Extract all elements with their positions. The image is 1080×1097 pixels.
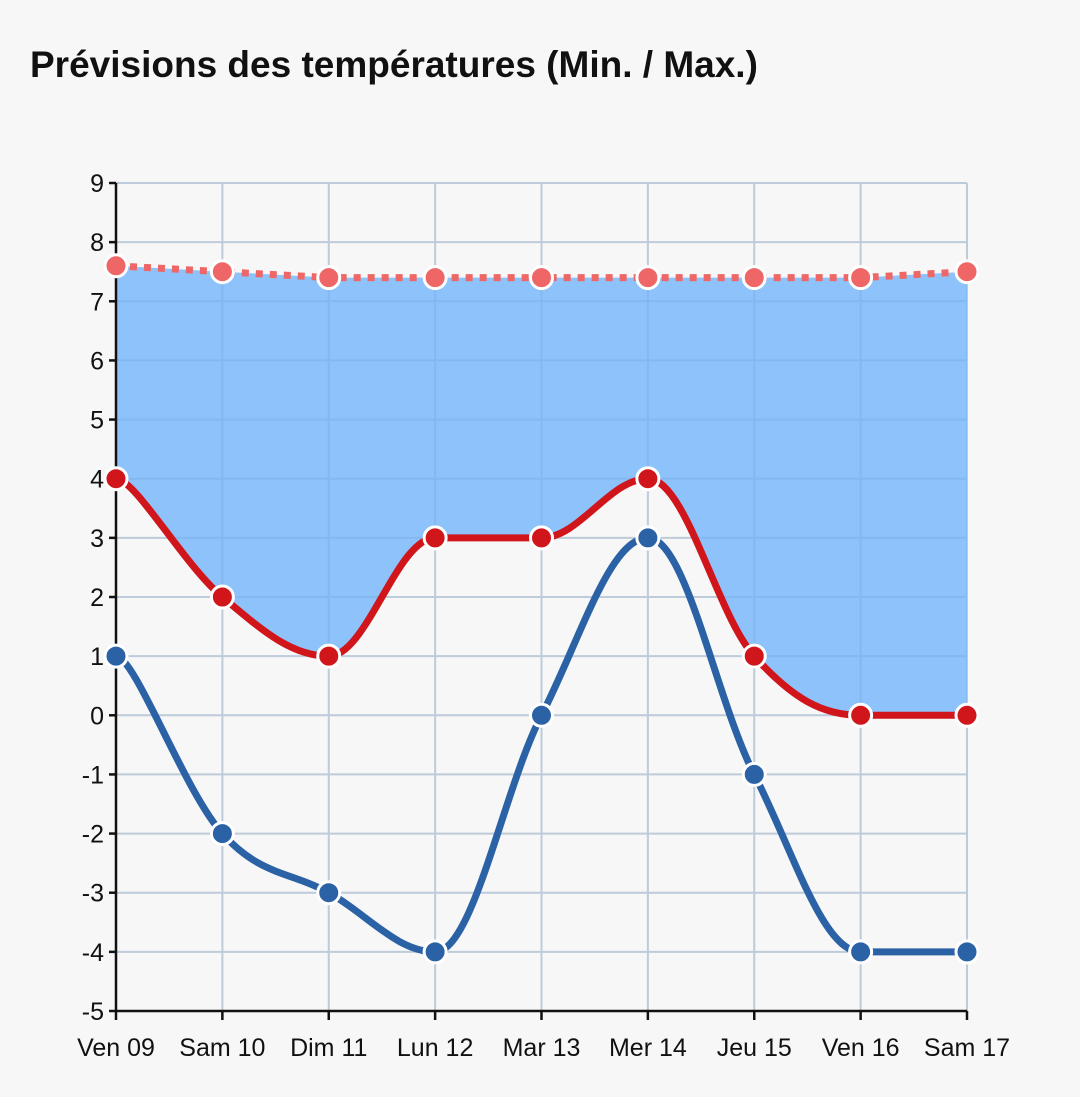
x-tick-label: Sam 17 (924, 1034, 1010, 1062)
y-tick-label: -4 (82, 939, 104, 967)
max-series-point (635, 466, 661, 492)
min-series-point (422, 939, 448, 965)
top-dotted-series-point (635, 265, 661, 291)
min-series-line (112, 534, 971, 956)
min-series-point (103, 643, 129, 669)
y-tick-label: -3 (82, 880, 104, 908)
x-tick-label: Mar 13 (503, 1034, 581, 1062)
y-tick-label: 2 (90, 584, 104, 612)
top-dotted-series-point (848, 265, 874, 291)
min-series-point (635, 525, 661, 551)
min-series-point (316, 880, 342, 906)
y-tick-label: 0 (90, 702, 104, 730)
top-dotted-series-point (316, 265, 342, 291)
chart-title: Prévisions des températures (Min. / Max.… (30, 44, 758, 85)
max-series-points (103, 466, 980, 728)
x-tick-label: Mer 14 (609, 1034, 687, 1062)
max-series-point (954, 702, 980, 728)
min-series-point (209, 821, 235, 847)
max-series-point (848, 702, 874, 728)
min-series-point (954, 939, 980, 965)
x-tick-label: Ven 16 (822, 1034, 900, 1062)
y-axis-ticks: 9 8 7 6 5 4 3 2 1 0 -1 -2 -3 -4 -5 (82, 170, 116, 1026)
x-tick-label: Dim 11 (290, 1034, 367, 1062)
x-tick-label: Jeu 15 (717, 1034, 792, 1062)
y-tick-label: -1 (82, 761, 104, 789)
y-tick-label: 1 (90, 643, 104, 671)
top-dotted-series-point (103, 253, 129, 279)
max-series-point (741, 643, 767, 669)
max-band-area (116, 265, 967, 716)
top-dotted-series-point (741, 265, 767, 291)
x-tick-label: Ven 09 (77, 1034, 155, 1062)
y-tick-label: -2 (82, 821, 104, 849)
y-tick-label: 3 (90, 525, 104, 553)
y-tick-label: 7 (90, 288, 104, 316)
top-dotted-series-point (422, 265, 448, 291)
min-series-point (529, 702, 554, 728)
max-series-point (529, 525, 554, 551)
max-series-point (103, 466, 129, 492)
top-dotted-series-point (529, 265, 554, 291)
max-series-point (209, 584, 235, 610)
min-series-point (848, 939, 874, 965)
max-series-point (422, 525, 448, 551)
x-axis-ticks: Ven 09 Sam 10 Dim 11 Lun 12 Mar 13 Mer 14 Jeu … (77, 1011, 1010, 1062)
y-tick-label: -5 (82, 998, 104, 1026)
top-dotted-series-point (954, 259, 980, 285)
y-tick-label: 6 (90, 347, 104, 375)
min-series-points (103, 525, 980, 965)
y-tick-label: 4 (90, 466, 104, 494)
y-tick-label: 9 (90, 170, 104, 198)
y-tick-label: 8 (90, 229, 104, 257)
top-dotted-series-points (103, 253, 980, 291)
max-series-point (316, 643, 342, 669)
x-tick-label: Sam 10 (179, 1034, 265, 1062)
y-tick-label: 5 (90, 407, 104, 435)
top-dotted-series-point (209, 259, 235, 285)
x-tick-label: Lun 12 (397, 1034, 473, 1062)
min-series-point (741, 761, 767, 787)
